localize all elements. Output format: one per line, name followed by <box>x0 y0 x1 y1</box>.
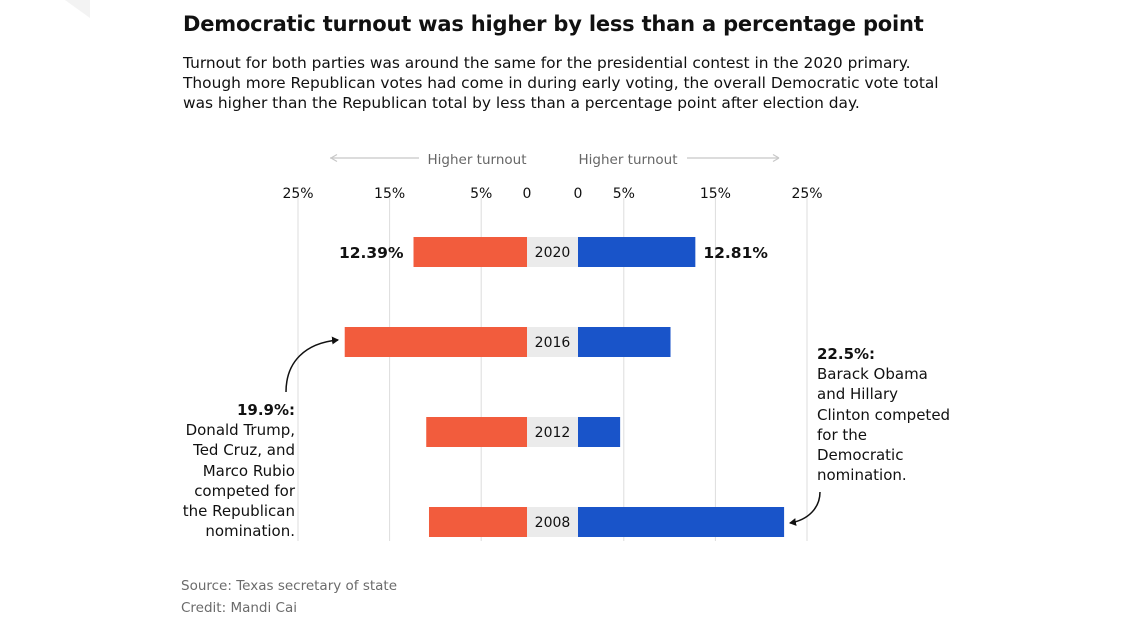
republican-annotation-line: Donald Trump, <box>185 421 295 440</box>
democratic-bar <box>578 327 671 357</box>
republican-bar <box>428 507 527 537</box>
democratic-bar <box>578 417 621 447</box>
democratic-annotation-value: 22.5%: <box>817 345 876 363</box>
left-header-arrow-head <box>330 153 338 163</box>
republican-annotation-line: Ted Cruz, and <box>193 441 295 460</box>
year-label: 2012 <box>535 425 571 441</box>
tick-label: 5% <box>613 186 635 202</box>
republican-annotation-line: nomination. <box>205 522 295 541</box>
republican-bar <box>413 237 527 267</box>
tick-label: 25% <box>282 186 313 202</box>
republican-bar <box>426 417 527 447</box>
democratic-bar <box>578 507 785 537</box>
right-header-arrow-head <box>772 153 780 163</box>
democratic-annotation-arrow <box>789 491 821 526</box>
republican-2020-data-label: 12.39% <box>339 244 404 262</box>
democratic-annotation-line: and Hillary <box>817 385 899 404</box>
democratic-2020-data-label: 12.81% <box>703 244 768 262</box>
republican-annotation-line: Marco Rubio <box>202 461 295 480</box>
democratic-annotation-line: Clinton competed <box>817 405 951 424</box>
republican-annotation-arrow <box>285 336 339 393</box>
chart-title: Democratic turnout was higher by less th… <box>183 12 924 36</box>
credit-note: Credit: Mandi Cai <box>181 600 297 616</box>
right-header: Higher turnout <box>578 152 780 168</box>
year-label-bg <box>527 327 578 357</box>
year-label-bg <box>527 237 578 267</box>
year-label: 2016 <box>535 335 571 351</box>
democratic-bar <box>578 237 696 267</box>
source-note: Source: Texas secretary of state <box>181 578 398 594</box>
tick-label: 15% <box>374 186 405 202</box>
democratic-annotation-line: for the <box>817 425 868 444</box>
chart-subtitle: Turnout for both parties was around the … <box>183 54 939 112</box>
democratic-annotation-line: nomination. <box>817 466 907 485</box>
year-label: 2008 <box>535 515 571 531</box>
year-label-bg <box>527 507 578 537</box>
republican-annotation-line: the Republican <box>182 502 295 521</box>
left-header: Higher turnout <box>330 152 527 168</box>
democratic-annotation-line: Barack Obama <box>817 365 928 384</box>
year-label-bg <box>527 417 578 447</box>
corner-decoration <box>65 0 90 18</box>
republican-bar <box>344 327 527 357</box>
tick-label: 0 <box>523 186 532 202</box>
tick-label: 5% <box>470 186 492 202</box>
republican-annotation-line: competed for <box>194 481 295 500</box>
left-header-label: Higher turnout <box>427 152 526 168</box>
tick-label: 15% <box>700 186 731 202</box>
right-header-label: Higher turnout <box>578 152 677 168</box>
republican-annotation: 19.9%: Donald Trump, Ted Cruz, and Marco… <box>183 400 295 541</box>
year-label: 2020 <box>535 245 571 261</box>
tick-label: 0 <box>574 186 583 202</box>
democratic-annotation: 22.5%: Barack Obama and Hillary Clinton … <box>817 344 950 485</box>
tick-label: 25% <box>791 186 822 202</box>
democratic-annotation-line: Democratic <box>817 446 904 465</box>
republican-annotation-value: 19.9%: <box>236 401 295 419</box>
